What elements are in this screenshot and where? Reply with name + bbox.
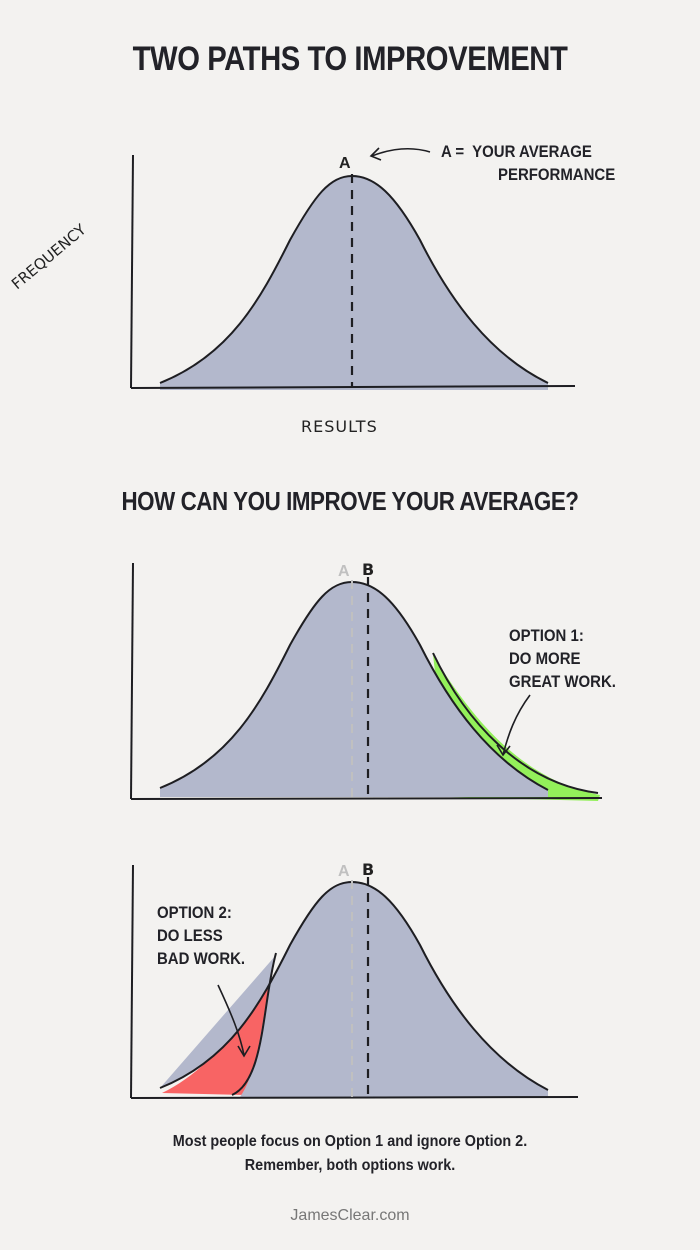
marker-b: B (362, 560, 374, 579)
chart-average-performance: FREQUENCY RESULTS A (8, 147, 576, 436)
annotation-line-2: PERFORMANCE (498, 165, 616, 184)
annotation-line-1: A = YOUR AVERAGE (441, 142, 592, 161)
chart-option-1: A B (130, 560, 603, 801)
x-axis-label: RESULTS (301, 417, 378, 436)
option-2-line-1: OPTION 2: (157, 903, 232, 922)
y-axis-label: FREQUENCY (8, 220, 90, 293)
option-1-line-2: DO MORE (509, 649, 581, 668)
option-1-line-1: OPTION 1: (509, 626, 584, 645)
caption: Most people focus on Option 1 and ignore… (0, 1130, 700, 1178)
option-2-line-3: BAD WORK. (157, 949, 246, 968)
main-title: TWO PATHS TO IMPROVEMENT (132, 40, 568, 78)
chart-option-2: A B (130, 860, 579, 1099)
marker-a-faded: A (338, 863, 350, 880)
caption-line-1: Most people focus on Option 1 and ignore… (172, 1133, 528, 1150)
marker-b: B (362, 860, 374, 879)
section-title: HOW CAN YOU IMPROVE YOUR AVERAGE? (121, 486, 579, 516)
marker-a-faded: A (338, 563, 350, 580)
option-1-line-3: GREAT WORK. (509, 672, 616, 691)
site-credit: JamesClear.com (290, 1207, 410, 1224)
marker-a: A (339, 155, 351, 172)
option-2-line-2: DO LESS (157, 926, 223, 945)
caption-line-2: Remember, both options work. (244, 1157, 456, 1174)
